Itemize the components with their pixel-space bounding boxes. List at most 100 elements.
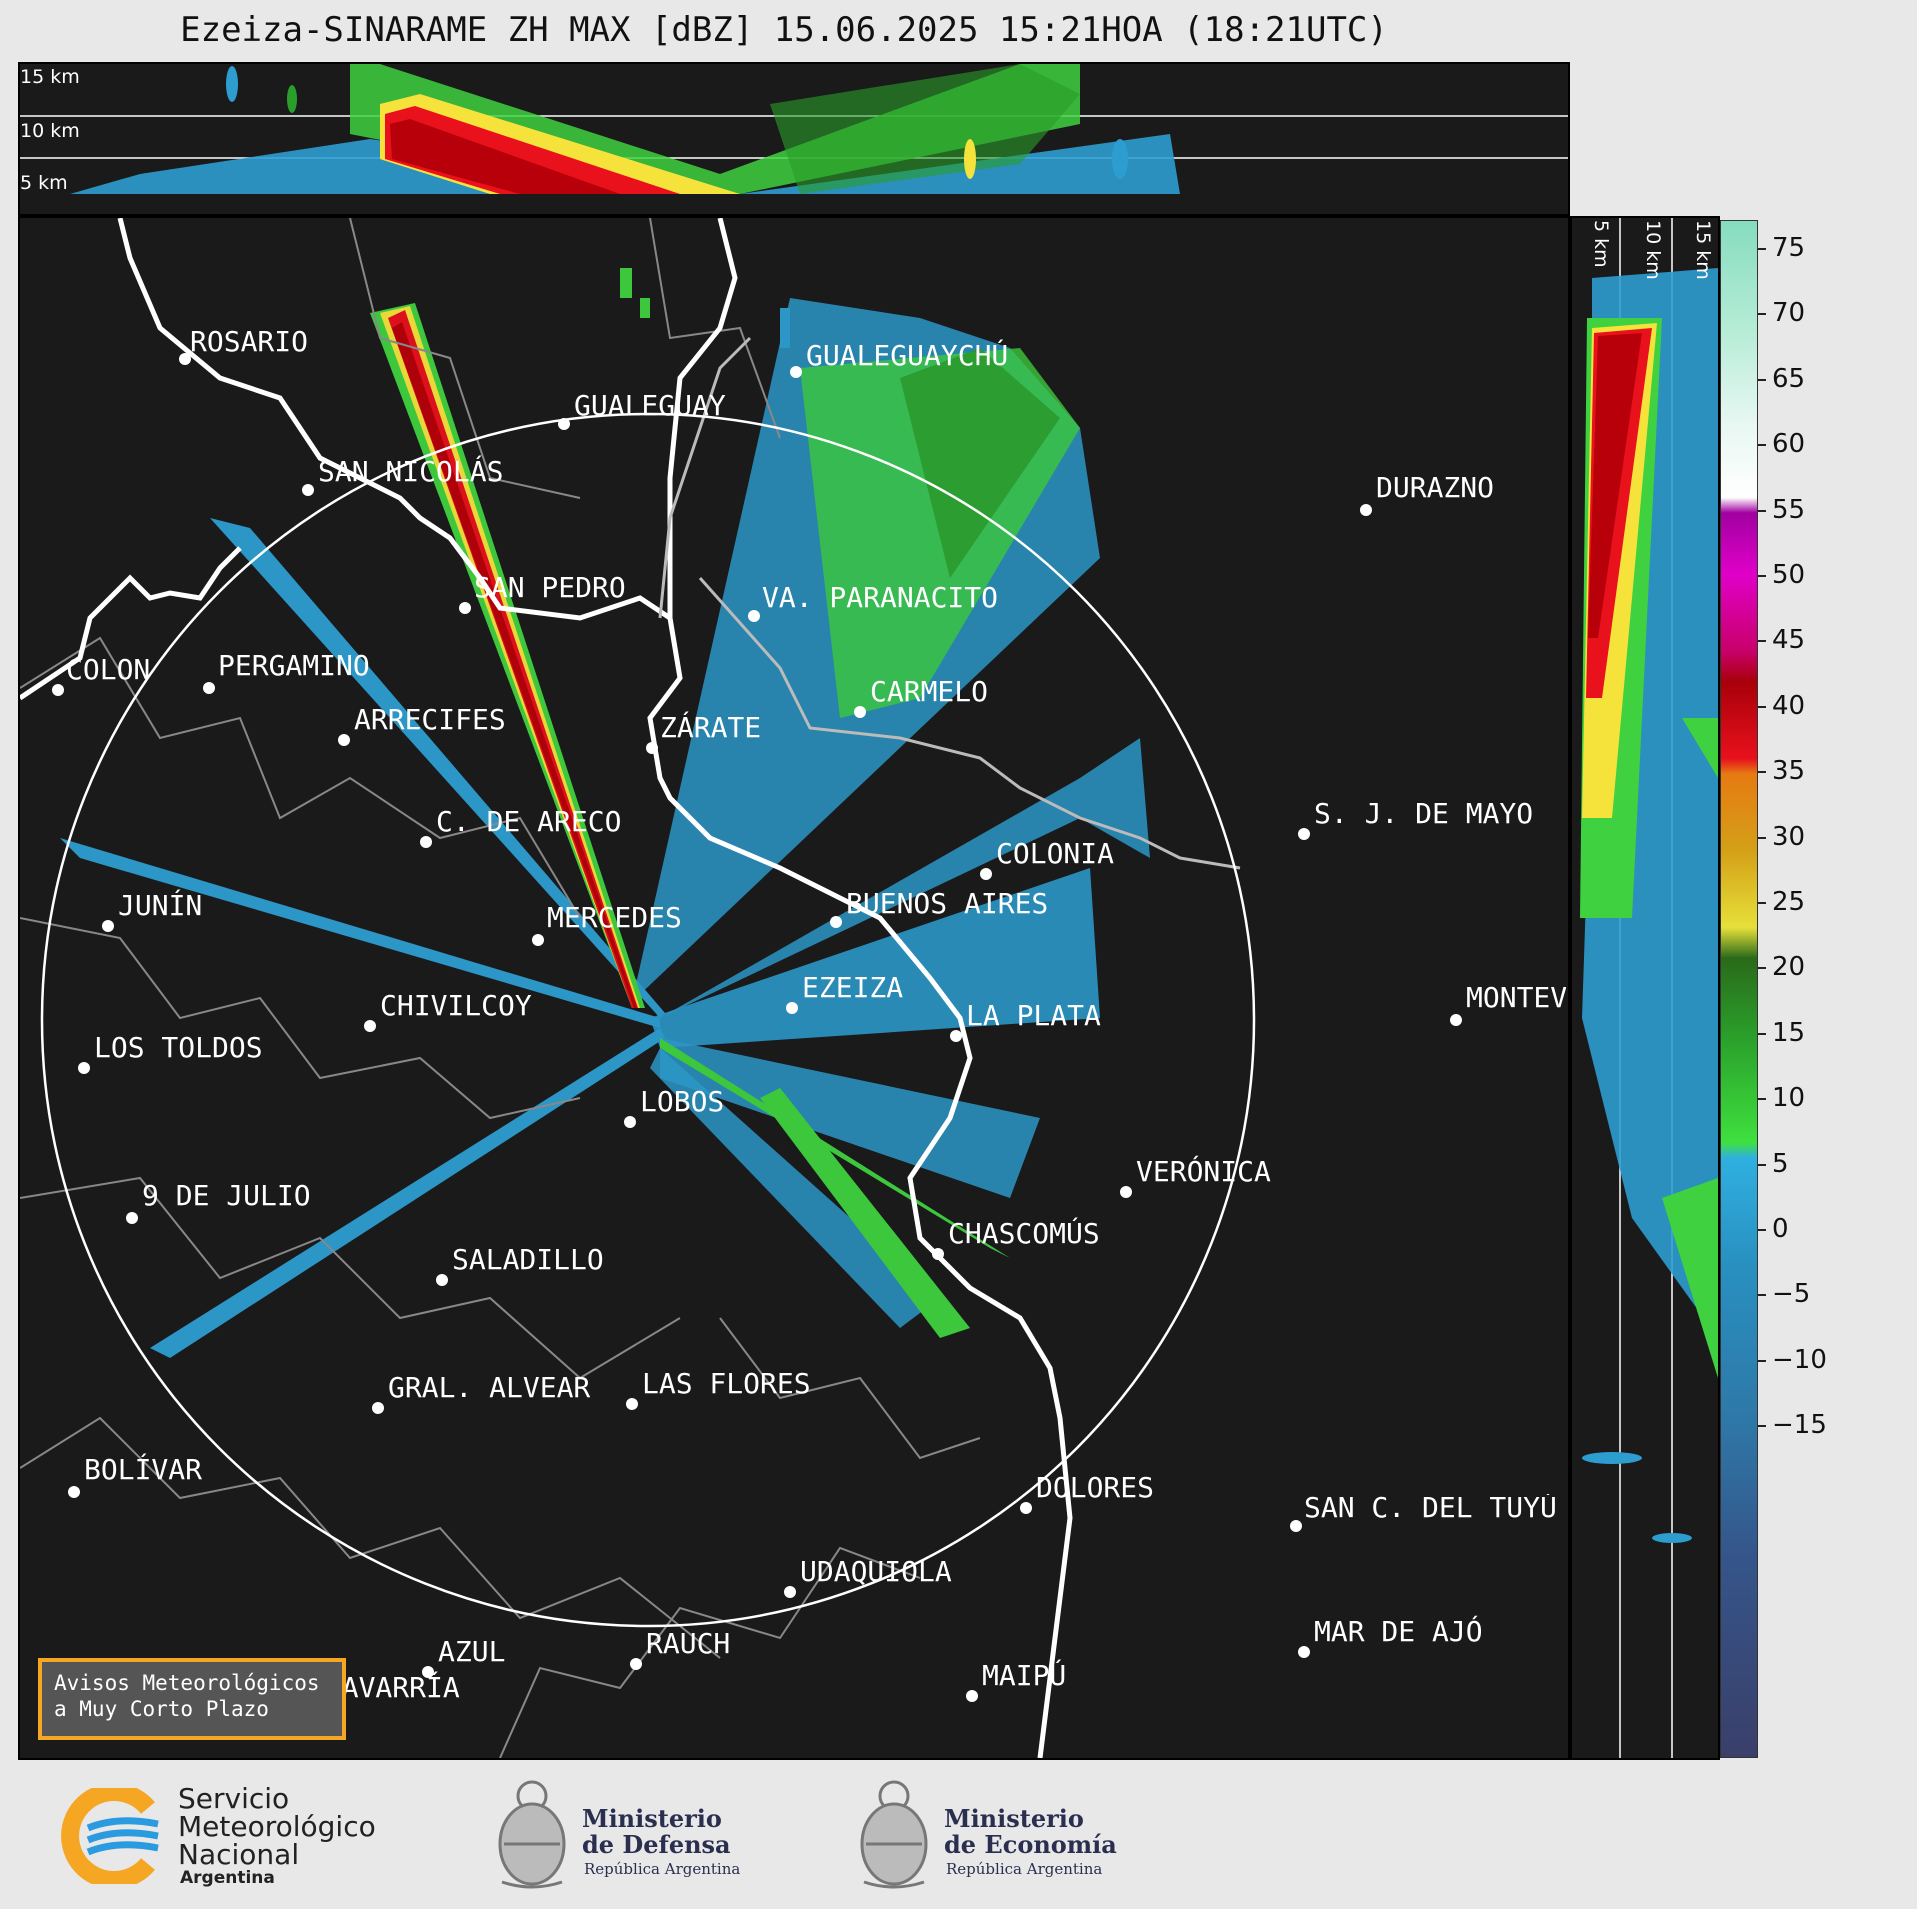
colorbar-tick-mark	[1758, 771, 1766, 774]
city-label-ezeiza: EZEIZA	[802, 971, 904, 1004]
colorbar-tick-mark	[1758, 1229, 1766, 1231]
economia-line1: Ministerio	[944, 1804, 1084, 1833]
city-dot-buenos-aires	[830, 916, 842, 928]
side-height-label-15: 15 km	[1692, 220, 1714, 280]
city-dot-bolivar	[68, 1486, 80, 1498]
city-dot-mercedes	[532, 934, 544, 946]
city-label-buenos-aires: BUENOS AIRES	[846, 887, 1049, 920]
colorbar-tick-label: 45	[1772, 625, 1806, 656]
colorbar-tick-label: 70	[1772, 298, 1806, 329]
top-cross-section-echoes	[20, 64, 1568, 194]
side-cross-section-panel: 5 km 10 km 15 km	[1570, 216, 1720, 1760]
city-dot-ezeiza	[786, 1002, 798, 1014]
city-dot-rauch	[630, 1658, 642, 1670]
colorbar-tick-mark	[1758, 1098, 1766, 1101]
colorbar-tick-label: 50	[1772, 560, 1806, 590]
city-label-maipu: MAIPÚ	[982, 1659, 1067, 1692]
city-label-rosario: ROSARIO	[190, 325, 309, 358]
city-dot-sj-de-mayo	[1298, 828, 1310, 840]
city-dot-zarate	[646, 742, 658, 754]
colorbar-tick-label: 5	[1772, 1148, 1789, 1179]
city-label-veronica: VERÓNICA	[1136, 1155, 1271, 1188]
defensa-line3: República Argentina	[584, 1860, 741, 1878]
city-dot-mar-de-ajo	[1298, 1646, 1310, 1658]
city-label-c-de-areco: C. DE ARECO	[436, 805, 622, 838]
city-label-gualeguaychu: GUALEGUAYCHÚ	[806, 339, 1009, 372]
city-label-chascomus: CHASCOMÚS	[948, 1217, 1100, 1250]
smn-line1: Servicio	[178, 1782, 290, 1815]
city-label-gral-alvear: GRAL. ALVEAR	[388, 1371, 591, 1404]
city-dot-va-paranacito	[748, 610, 760, 622]
city-label-las-flores: LAS FLORES	[642, 1367, 811, 1400]
city-label-montevideo: MONTEVIDEO	[1466, 984, 1566, 1012]
city-label-san-nicolas: SAN NICOLÁS	[318, 455, 504, 488]
city-dot-arrecifes	[338, 734, 350, 746]
colorbar-tick-label: 75	[1772, 233, 1806, 263]
top-cross-section-panel: 15 km 10 km 5 km	[18, 62, 1570, 216]
colorbar-tick-mark	[1758, 967, 1766, 970]
colorbar-tick-mark	[1758, 575, 1766, 577]
city-label-junin: JUNÍN	[118, 889, 203, 922]
colorbar-tick-label: 25	[1772, 887, 1806, 917]
city-dot-los-toldos	[78, 1062, 90, 1074]
city-dot-durazno	[1360, 504, 1372, 516]
colorbar-tick-mark	[1758, 1294, 1766, 1297]
city-label-pergamino: PERGAMINO	[218, 649, 370, 682]
city-dot-montevideo	[1450, 1014, 1462, 1026]
city-dot-veronica	[1120, 1186, 1132, 1198]
city-label-sj-de-mayo: S. J. DE MAYO	[1314, 797, 1534, 830]
colorbar-tick-label: 35	[1772, 756, 1806, 787]
colorbar-tick-label: −15	[1772, 1410, 1827, 1441]
colorbar-tick-label: −5	[1772, 1279, 1811, 1310]
city-label-durazno: DURAZNO	[1376, 471, 1495, 504]
city-dot-rosario	[179, 353, 191, 365]
smn-logo	[58, 1788, 168, 1884]
colorbar	[1720, 220, 1758, 1758]
colorbar-tick-mark	[1758, 1359, 1766, 1362]
city-label-zarate: ZÁRATE	[660, 711, 762, 744]
colorbar-tick-label: 40	[1772, 690, 1806, 721]
colorbar-tick-mark	[1758, 705, 1766, 708]
range-ring-240km	[40, 412, 1256, 1628]
colorbar-tick-mark	[1758, 378, 1766, 381]
colorbar-tick-label: 0	[1772, 1214, 1789, 1244]
city-label-va-paranacito: VA. PARANACITO	[762, 581, 999, 614]
top-height-label-10: 10 km	[20, 120, 80, 142]
city-dot-las-flores	[626, 1398, 638, 1410]
colorbar-tick-label: 60	[1772, 429, 1806, 460]
city-label-dolores: DOLORES	[1036, 1471, 1155, 1504]
city-dot-carmelo	[854, 706, 866, 718]
colorbar-tick-label: 65	[1772, 363, 1806, 394]
colorbar-tick-label: 10	[1772, 1083, 1806, 1114]
colorbar-tick-label: −10	[1772, 1344, 1827, 1375]
defensa-line2: de Defensa	[582, 1830, 731, 1859]
city-dot-9-de-julio	[126, 1212, 138, 1224]
city-label-carmelo: CARMELO	[870, 675, 989, 708]
side-height-label-10: 10 km	[1642, 220, 1664, 280]
city-label-arrecifes: ARRECIFES	[354, 703, 506, 736]
city-dot-junin	[102, 920, 114, 932]
smn-logo-icon	[61, 1788, 159, 1884]
city-dot-gualeguay	[558, 418, 570, 430]
colorbar-tick-label: 20	[1772, 952, 1806, 983]
city-label-azul: AZUL	[438, 1635, 506, 1668]
colorbar-tick-mark	[1758, 902, 1766, 904]
defensa-line1: Ministerio	[582, 1804, 722, 1833]
defensa-seal-icon	[494, 1772, 570, 1892]
economia-seal-icon	[856, 1772, 932, 1892]
city-label-bolivar: BOLÍVAR	[84, 1453, 203, 1486]
alert-box[interactable]: Avisos Meteorológicos a Muy Corto Plazo	[38, 1658, 346, 1740]
city-dot-udaquiola	[784, 1586, 796, 1598]
colorbar-tick-label: 55	[1772, 494, 1806, 525]
city-dot-lobos	[624, 1116, 636, 1128]
city-dot-san-c-del-tuyu	[1290, 1520, 1302, 1532]
city-label-la-plata: LA PLATA	[966, 999, 1101, 1032]
city-label-udaquiola: UDAQUIOLA	[800, 1555, 952, 1588]
radar-map-panel[interactable]: ROSARIO GUALEGUAYCHÚ GUALEGUAY SAN NICOL…	[18, 216, 1570, 1760]
city-dot-gualeguaychu	[790, 366, 802, 378]
city-dot-san-nicolas	[302, 484, 314, 496]
city-label-chivilcoy: CHIVILCOY	[380, 989, 532, 1022]
city-label-mar-de-ajo: MAR DE AJÓ	[1314, 1615, 1483, 1648]
city-label-san-c-del-tuyu: SAN C. DEL TUYÚ	[1304, 1494, 1557, 1522]
city-label-los-toldos: LOS TOLDOS	[94, 1031, 263, 1064]
